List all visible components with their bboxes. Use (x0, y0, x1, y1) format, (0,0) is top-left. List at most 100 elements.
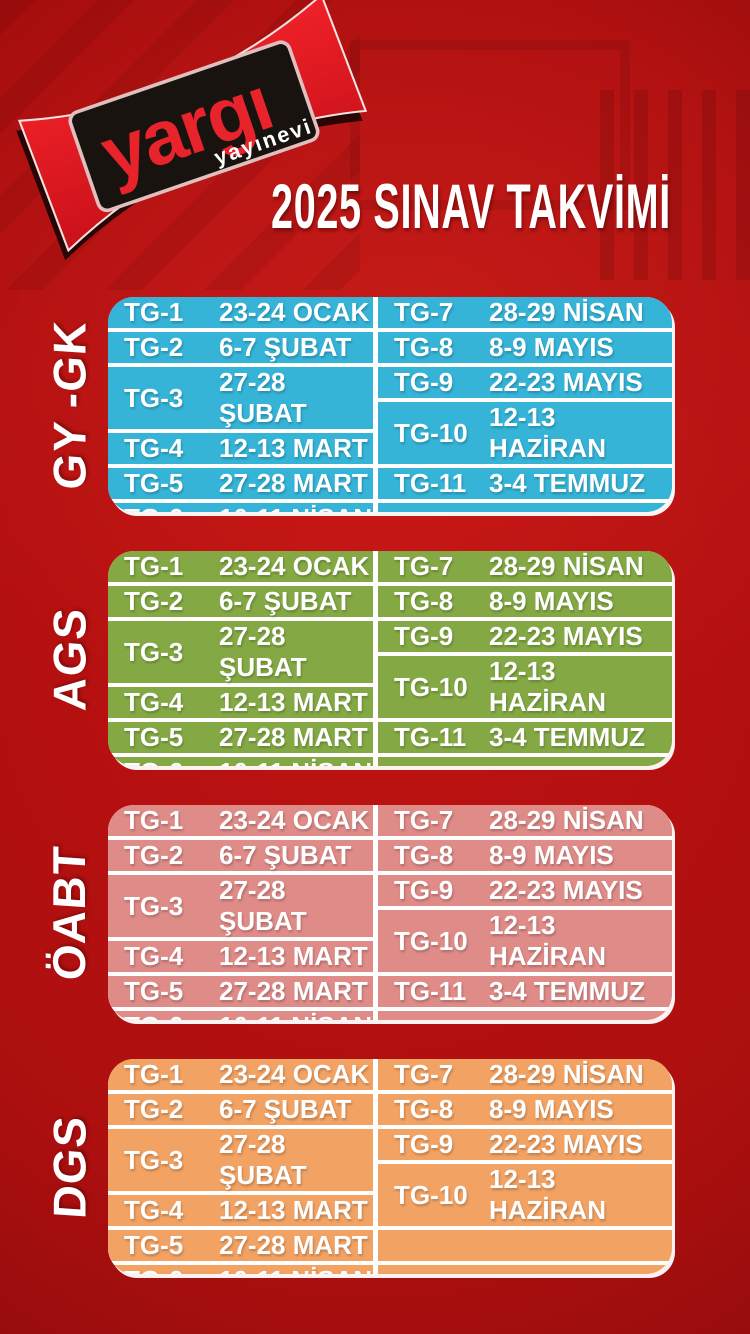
tg-label: TG-9 (394, 621, 454, 651)
date-value: 6-7 ŞUBAT (219, 840, 352, 870)
exam-table: TG-1 23-24 OCAK TG-2 6-7 ŞUBAT TG-3 27-28 ŞUB… (108, 551, 672, 766)
table-row: TG-1 23-24 OCAK (108, 551, 373, 582)
date-value: 12-13 MART (219, 687, 368, 717)
date-value: 27-28 ŞUBAT (219, 1129, 307, 1190)
section-label-column: DGS (30, 1059, 108, 1274)
date-value: 27-28 MART (219, 722, 368, 752)
date-value: 6-7 ŞUBAT (219, 586, 352, 616)
tg-label: TG-2 (124, 586, 184, 616)
table-row: TG-610-11 NİSAN (108, 503, 373, 512)
tg-label: TG-6 (124, 1011, 219, 1020)
date-value: 27-28 ŞUBAT (219, 875, 307, 936)
tg-label: TG-3 (124, 382, 184, 413)
exam-section-öabt: ÖABT TG-1 23-24 OCAK TG-2 6-7 ŞUBAT TG-3 27-2… (30, 805, 672, 1020)
tg-label: TG-1 (124, 551, 184, 581)
tg-label: TG-5 (124, 468, 184, 498)
tg-label: TG-4 (124, 433, 184, 463)
table-column-right: TG-7 28-29 NİSAN TG-8 8-9 MAYIS TG-9 22-23 MA… (378, 551, 672, 766)
date-value: 8-9 MAYIS (489, 840, 614, 870)
tg-label: TG-3 (124, 1144, 184, 1175)
poster-title-text: 2025 SINAV TAKVİMİ (271, 171, 671, 242)
table-column-left: TG-1 23-24 OCAK TG-2 6-7 ŞUBAT TG-3 27-28 ŞUB… (108, 297, 373, 512)
date-value: 23-24 OCAK (219, 1059, 370, 1089)
date-value: 28-29 NİSAN (489, 805, 644, 835)
date-value: 12-13 MART (219, 1195, 368, 1225)
exam-section-dgs: DGS TG-1 23-24 OCAK TG-2 6-7 ŞUBAT TG-3 27-28… (30, 1059, 672, 1274)
table-row: TG-1 23-24 OCAK (108, 805, 373, 836)
table-row (378, 757, 672, 766)
date-value: 28-29 NİSAN (489, 1059, 644, 1089)
tg-label: TG-11 (394, 722, 467, 752)
date-value: 27-28 MART (219, 976, 368, 1006)
tg-label: TG-2 (124, 332, 184, 362)
tg-label: TG-3 (124, 890, 184, 921)
date-value: 12-13 MART (219, 433, 368, 463)
registered-trademark-icon: R (287, 0, 316, 1)
date-value: 23-24 OCAK (219, 805, 370, 835)
table-row: TG-5 27-28 MART (108, 722, 373, 753)
date-value: 28-29 NİSAN (489, 551, 644, 581)
date-value: 10-11 NİSAN (219, 503, 373, 512)
tg-label: TG-2 (124, 840, 184, 870)
tg-label: TG-4 (124, 1195, 184, 1225)
table-column-left: TG-1 23-24 OCAK TG-2 6-7 ŞUBAT TG-3 27-28 ŞUB… (108, 551, 373, 766)
table-row: TG-7 28-29 NİSAN (378, 1059, 672, 1090)
tg-label: TG-7 (394, 1059, 454, 1089)
table-row: TG-1 23-24 OCAK (108, 297, 373, 328)
date-value: 6-7 ŞUBAT (219, 1094, 352, 1124)
table-row: TG-5 27-28 MART (108, 976, 373, 1007)
date-value: 22-23 MAYIS (489, 621, 643, 651)
section-label: ÖABT (43, 843, 96, 982)
date-value: 10-11 NİSAN (219, 1011, 373, 1020)
table-row: TG-8 8-9 MAYIS (378, 586, 672, 617)
table-row: TG-9 22-23 MAYIS (378, 621, 672, 652)
date-value: 27-28 MART (219, 468, 368, 498)
section-label-column: ÖABT (30, 805, 108, 1020)
section-label-column: AGS (30, 551, 108, 766)
table-column-left: TG-1 23-24 OCAK TG-2 6-7 ŞUBAT TG-3 27-28 ŞUB… (108, 805, 373, 1020)
date-value: 3-4 TEMMUZ (489, 468, 645, 498)
table-row: TG-1 23-24 OCAK (108, 1059, 373, 1090)
tg-label: TG-6 (124, 1265, 219, 1274)
table-row: TG-4 12-13 MART (108, 1195, 373, 1226)
table-column-left: TG-1 23-24 OCAK TG-2 6-7 ŞUBAT TG-3 27-28 ŞUB… (108, 1059, 373, 1274)
table-row: TG-8 8-9 MAYIS (378, 840, 672, 871)
table-row: TG-610-11 NİSAN (108, 1011, 373, 1020)
tg-label: TG-5 (124, 722, 184, 752)
table-row: TG-10 12-13 HAZİRAN (378, 656, 672, 718)
date-value: 10-11 NİSAN (219, 1265, 373, 1274)
table-column-right: TG-7 28-29 NİSAN TG-8 8-9 MAYIS TG-9 22-23 MA… (378, 805, 672, 1020)
tg-label: TG-5 (124, 1230, 184, 1260)
exam-section-gygk: GY -GK TG-1 23-24 OCAK TG-2 6-7 ŞUBAT TG-3 27… (30, 297, 672, 512)
date-value: 22-23 MAYIS (489, 875, 643, 905)
tg-label: TG-4 (124, 941, 184, 971)
table-row: TG-3 27-28 ŞUBAT (108, 367, 373, 429)
table-row: TG-10 12-13 HAZİRAN (378, 402, 672, 464)
date-value: 8-9 MAYIS (489, 1094, 614, 1124)
date-value: 12-13 MART (219, 941, 368, 971)
tg-label: TG-8 (394, 1094, 454, 1124)
table-row: TG-5 27-28 MART (108, 1230, 373, 1261)
table-row: TG-4 12-13 MART (108, 941, 373, 972)
table-row (378, 1265, 672, 1274)
date-value: 10-11 NİSAN (219, 757, 373, 766)
section-label: DGS (43, 1113, 95, 1220)
tg-label: TG-4 (124, 687, 184, 717)
date-value: 23-24 OCAK (219, 551, 370, 581)
date-value: 28-29 NİSAN (489, 297, 644, 327)
date-value: 27-28 MART (219, 1230, 368, 1260)
table-row: TG-9 22-23 MAYIS (378, 367, 672, 398)
date-value: 22-23 MAYIS (489, 1129, 643, 1159)
date-value: 12-13 HAZİRAN (489, 656, 606, 717)
date-value: 27-28 ŞUBAT (219, 621, 307, 682)
table-row: TG-4 12-13 MART (108, 433, 373, 464)
sections: GY -GK TG-1 23-24 OCAK TG-2 6-7 ŞUBAT TG-3 27… (30, 297, 672, 1274)
date-value: 8-9 MAYIS (489, 332, 614, 362)
logo-panel (68, 40, 320, 213)
brand-logo: R yargı yayınevi (12, 0, 384, 272)
tg-label: TG-9 (394, 875, 454, 905)
table-row: TG-3 27-28 ŞUBAT (108, 875, 373, 937)
table-row: TG-8 8-9 MAYIS (378, 1094, 672, 1125)
tg-label: TG-3 (124, 636, 184, 667)
